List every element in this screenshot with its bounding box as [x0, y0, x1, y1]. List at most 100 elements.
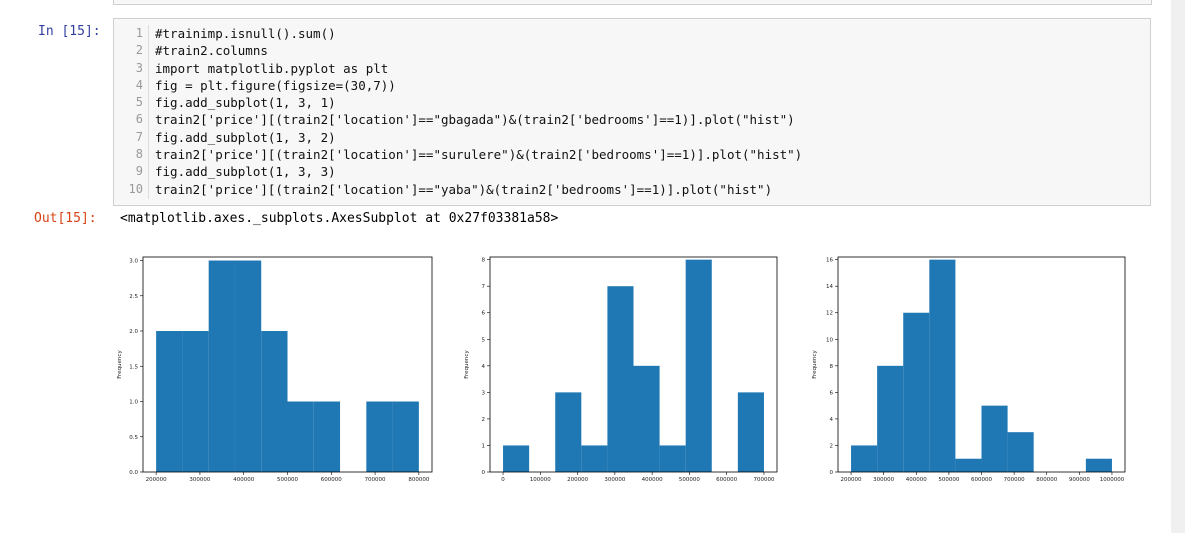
- y-tick-label: 2: [482, 417, 486, 423]
- y-tick-label: 6: [830, 390, 834, 396]
- x-tick-label: 800000: [1036, 477, 1057, 483]
- x-tick-label: 700000: [753, 477, 774, 483]
- y-tick-label: 0.0: [129, 470, 138, 476]
- y-tick-label: 4: [482, 364, 486, 370]
- y-axis-label: Frequency: [464, 350, 470, 379]
- hist-bar: [287, 401, 314, 472]
- line-number: 7: [135, 129, 143, 144]
- y-tick-label: 1: [482, 443, 486, 449]
- code-cell[interactable]: 1 2 3 4 5 6 7 8 9 10 #trainimp.isnull().sum() #tra…: [113, 18, 1151, 206]
- in-prompt: In [15]:: [38, 24, 101, 39]
- hist-bar: [182, 331, 209, 472]
- code-line: import matplotlib.pyplot as plt: [155, 60, 389, 76]
- x-tick-label: 600000: [321, 477, 342, 483]
- hist-bar: [659, 445, 686, 472]
- y-tick-label: 16: [826, 258, 833, 264]
- y-tick-label: 3: [482, 390, 486, 396]
- y-tick-label: 0.5: [129, 435, 138, 441]
- hist-bar: [366, 401, 393, 472]
- hist-bar: [313, 401, 341, 472]
- hist-bar: [851, 445, 878, 472]
- x-tick-label: 100000: [530, 477, 551, 483]
- previous-cell: [113, 0, 1152, 5]
- hist-bar: [737, 392, 764, 472]
- y-tick-label: 0: [482, 470, 486, 476]
- code-line: fig.add_subplot(1, 3, 3): [155, 164, 336, 180]
- x-tick-label: 700000: [365, 477, 386, 483]
- hist-bar: [981, 405, 1008, 472]
- y-tick-label: 7: [482, 284, 486, 290]
- scrollbar[interactable]: [1171, 0, 1185, 533]
- x-tick-label: 500000: [679, 477, 700, 483]
- code-line: train2['price'][(train2['location']=="gb…: [155, 112, 795, 128]
- x-tick-label: 600000: [716, 477, 737, 483]
- x-tick-label: 300000: [873, 477, 894, 483]
- y-tick-label: 2.5: [129, 294, 138, 300]
- y-tick-label: 10: [826, 337, 833, 343]
- hist-bar: [1007, 432, 1034, 472]
- y-tick-label: 12: [826, 311, 833, 317]
- hist-bar: [633, 365, 660, 472]
- y-tick-label: 1.5: [129, 364, 138, 370]
- hist-bar: [503, 445, 530, 472]
- x-tick-label: 1000000: [1100, 477, 1125, 483]
- x-tick-label: 700000: [1004, 477, 1025, 483]
- line-number: 5: [135, 95, 143, 110]
- axes-frame: [489, 256, 778, 473]
- y-axis-label: Frequency: [117, 350, 123, 379]
- y-tick-label: 4: [830, 417, 834, 423]
- line-number: 2: [135, 43, 143, 58]
- y-tick-label: 6: [482, 311, 486, 317]
- line-number: 9: [135, 164, 143, 179]
- output-text: <matplotlib.axes._subplots.AxesSubplot a…: [120, 211, 559, 226]
- line-gutter: 1 2 3 4 5 6 7 8 9 10: [114, 25, 149, 199]
- x-tick-label: 800000: [408, 477, 429, 483]
- x-tick-label: 200000: [146, 477, 167, 483]
- code-line: fig.add_subplot(1, 3, 2): [155, 129, 336, 145]
- x-tick-label: 500000: [938, 477, 959, 483]
- y-tick-label: 1.0: [129, 400, 138, 406]
- hist-bar: [685, 259, 712, 472]
- hist-bar: [156, 331, 183, 472]
- y-tick-label: 8: [830, 364, 834, 370]
- code-line: train2['price'][(train2['location']=="su…: [155, 147, 803, 163]
- code-line: #train2.columns: [155, 43, 268, 59]
- x-tick-label: 300000: [189, 477, 210, 483]
- hist-bar: [392, 401, 419, 472]
- hist-bar: [581, 445, 608, 472]
- y-tick-label: 3.0: [129, 259, 138, 265]
- x-tick-label: 600000: [971, 477, 992, 483]
- y-tick-label: 2: [830, 443, 834, 449]
- hist-bar: [234, 260, 262, 472]
- line-number: 8: [135, 147, 143, 162]
- code-line: #trainimp.isnull().sum(): [155, 26, 336, 41]
- line-number: 10: [128, 181, 143, 196]
- y-tick-label: 0: [830, 470, 834, 476]
- code-line: fig = plt.figure(figsize=(30,7)): [155, 77, 396, 93]
- x-tick-label: 300000: [604, 477, 625, 483]
- hist-bar: [607, 286, 634, 472]
- line-number: 6: [135, 112, 143, 127]
- y-tick-label: 14: [826, 284, 833, 290]
- hist-bar: [877, 365, 904, 472]
- code-line: train2['price'][(train2['location']=="ya…: [155, 181, 773, 197]
- y-tick-label: 5: [482, 337, 486, 343]
- hist-bar: [929, 259, 956, 472]
- x-tick-label: 200000: [841, 477, 862, 483]
- out-prompt: Out[15]:: [34, 211, 97, 226]
- x-tick-label: 400000: [233, 477, 254, 483]
- code-line: fig.add_subplot(1, 3, 1): [155, 95, 336, 111]
- hist-bar: [261, 331, 288, 472]
- line-number: 4: [135, 77, 143, 92]
- code: #trainimp.isnull().sum() #train2.columns i…: [155, 25, 802, 198]
- hist-bar: [955, 458, 982, 472]
- x-tick-label: 200000: [567, 477, 588, 483]
- hist-bar: [555, 392, 582, 472]
- x-tick-label: 500000: [277, 477, 298, 483]
- hist-bar: [208, 260, 235, 472]
- line-number: 3: [135, 60, 143, 75]
- hist-bar: [1085, 458, 1112, 472]
- x-tick-label: 400000: [642, 477, 663, 483]
